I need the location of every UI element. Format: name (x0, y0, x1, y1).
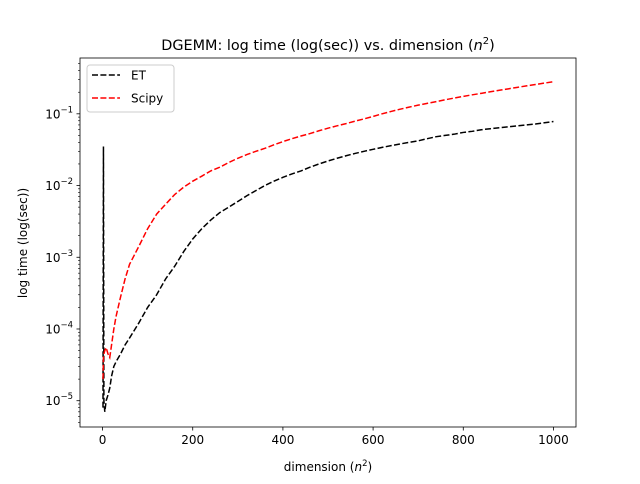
legend-box (86, 64, 175, 113)
y-axis-label: log time (log(sec)) (16, 188, 30, 298)
y-tick-label: 10−1 (45, 105, 73, 121)
legend-et-label: ET (131, 69, 147, 83)
legend-scipy-label: Scipy (131, 92, 163, 106)
x-tick-label: 400 (271, 433, 294, 447)
y-axis: 10−5 10−4 10−3 10−2 10−1 (45, 63, 80, 423)
chart-title: DGEMM: log time (log(sec)) vs. dimension… (161, 36, 494, 54)
plot-frame (79, 57, 577, 428)
plot-lines (102, 80, 554, 412)
legend: ET Scipy (86, 64, 175, 113)
x-axis: 0 200 400 600 800 1000 (99, 427, 569, 447)
x-tick-label: 200 (181, 433, 204, 447)
x-tick-label: 600 (362, 433, 385, 447)
series-line-et (102, 120, 554, 412)
x-tick-label: 800 (452, 433, 475, 447)
y-tick-label: 10−3 (45, 249, 73, 265)
y-tick-label: 10−2 (45, 177, 73, 193)
y-tick-label: 10−4 (45, 320, 73, 336)
x-tick-label: 1000 (538, 433, 569, 447)
y-tick-label: 10−5 (45, 392, 73, 408)
x-axis-label: dimension (n2) (284, 459, 372, 474)
series-line-scipy (102, 80, 554, 380)
plot-area (80, 58, 576, 427)
x-tick-label: 0 (99, 433, 107, 447)
